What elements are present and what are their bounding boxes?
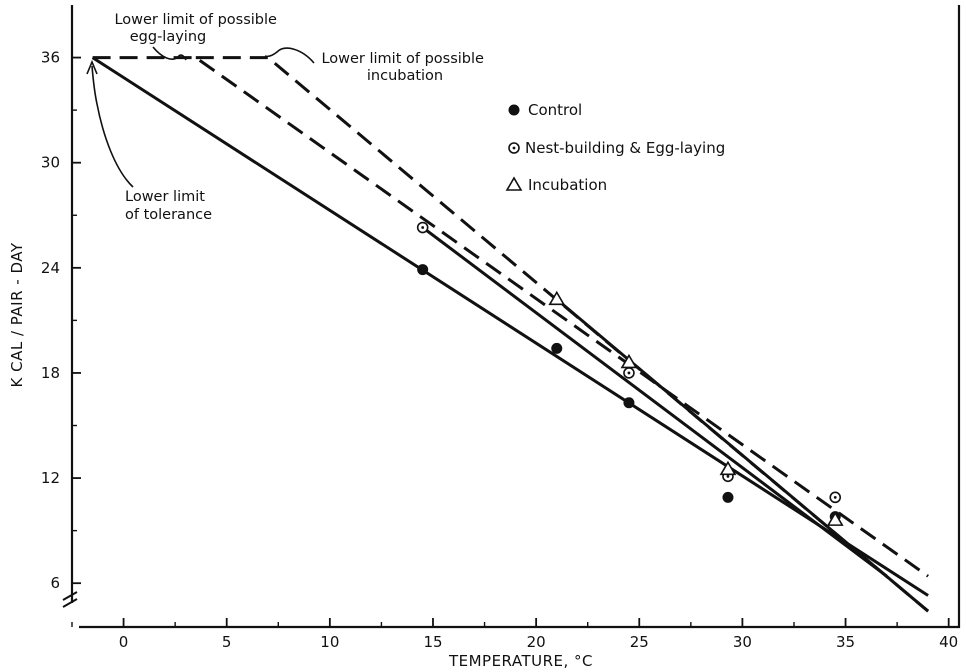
annotation-tolerance-line-2: of tolerance <box>125 207 212 223</box>
annotation-tolerance-line-1: Lower limit <box>125 189 205 205</box>
x-axis-title: TEMPERATURE, °C <box>448 652 593 670</box>
y-tick-label: 36 <box>41 49 60 67</box>
point-incubation <box>719 460 737 476</box>
annotation-egg-laying-line-1: Lower limit of possible <box>114 12 277 28</box>
legend-label-incubation: Incubation <box>528 176 607 194</box>
annotation-egg-laying: Lower limit of possible egg-laying <box>114 12 281 45</box>
regression-line <box>421 226 888 578</box>
dashed-limit-line <box>92 56 929 578</box>
point-incubation <box>548 290 566 306</box>
legend-label-control: Control <box>528 101 582 119</box>
annotation-tolerance: Lower limit of tolerance <box>125 189 212 223</box>
legend-marker-control <box>508 104 520 116</box>
legend-marker-nest-building-dot <box>512 146 516 150</box>
point-nest-building-dot <box>726 474 730 478</box>
x-tick-label: 35 <box>836 633 855 651</box>
y-tick-label: 30 <box>41 154 60 172</box>
y-tick-label: 18 <box>41 364 60 382</box>
legend: Control Nest-building & Egg-laying Incub… <box>505 101 725 194</box>
annotation-egg-laying-arrow <box>152 46 187 61</box>
annotation-tolerance-arrow <box>91 65 134 188</box>
x-tick-label: 20 <box>527 633 546 651</box>
annotation-incubation-line-1: Lower limit of possible <box>321 51 484 67</box>
legend-item-nest-building: Nest-building & Egg-laying <box>508 139 725 157</box>
y-tick-label: 24 <box>41 259 60 277</box>
x-tick-label: 10 <box>320 633 339 651</box>
axis-break-mark <box>62 591 78 608</box>
y-tick-label: 6 <box>50 574 60 592</box>
regression-line <box>91 56 929 597</box>
point-nest-building-dot <box>833 495 837 499</box>
x-tick-label: 5 <box>222 633 232 651</box>
x-tick-label: 0 <box>119 633 129 651</box>
axes <box>62 5 961 629</box>
legend-item-control: Control <box>508 101 582 119</box>
annotation-incubation-line-2: incubation <box>367 68 443 84</box>
point-control <box>551 342 563 354</box>
point-control <box>623 397 635 409</box>
data-points <box>416 221 844 526</box>
annotations: Lower limit of possible egg-laying Lower… <box>86 12 488 223</box>
y-axis-title: K CAL / PAIR - DAY <box>8 242 26 387</box>
x-tick-label: 15 <box>423 633 442 651</box>
annotation-incubation-arrow <box>264 47 315 64</box>
x-tick-label: 30 <box>733 633 752 651</box>
annotation-egg-laying-line-2: egg-laying <box>130 29 206 45</box>
x-tick-label: 25 <box>630 633 649 651</box>
point-control <box>417 264 429 276</box>
point-nest-building-dot <box>627 371 631 375</box>
x-ticks: 0 5 10 15 20 25 30 35 40 <box>71 618 958 651</box>
x-tick-label: 40 <box>939 633 958 651</box>
y-tick-label: 12 <box>41 469 60 487</box>
plot-frame <box>70 5 961 629</box>
annotation-incubation: Lower limit of possible incubation <box>321 51 488 84</box>
legend-marker-incubation <box>505 176 523 191</box>
point-nest-building-dot <box>421 226 425 229</box>
point-control <box>722 491 734 503</box>
fit-lines <box>91 56 930 613</box>
annotation-tolerance-arrowhead <box>86 59 98 75</box>
point-incubation <box>826 511 844 526</box>
y-ticks: 6 12 18 24 30 36 <box>41 49 81 592</box>
legend-item-incubation: Incubation <box>505 176 607 194</box>
point-incubation <box>620 353 638 369</box>
legend-label-nest-building: Nest-building & Egg-laying <box>525 139 725 157</box>
